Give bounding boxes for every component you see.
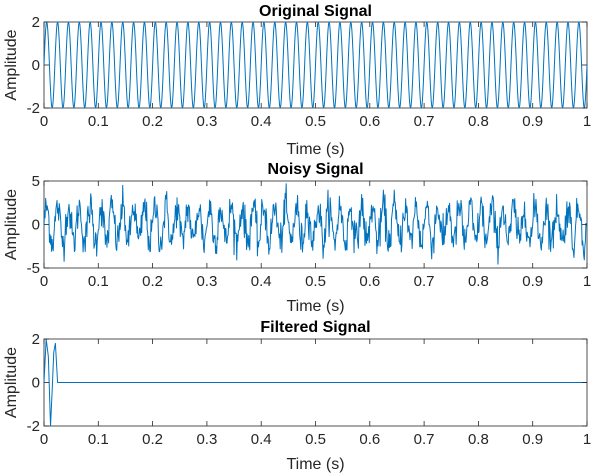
noisy-signal-x-tick-label: 1	[583, 273, 591, 290]
filtered-signal-title: Filtered Signal	[260, 319, 370, 336]
filtered-signal-y-tick-label: 0	[32, 375, 40, 392]
filtered-signal-x-tick-label: 0.1	[88, 431, 109, 448]
filtered-signal-x-tick-label: 1	[583, 431, 591, 448]
filtered-signal-x-tick-label: 0.5	[305, 431, 326, 448]
noisy-signal-x-tick-label: 0.2	[142, 273, 163, 290]
original-signal-y-tick-label: 2	[32, 14, 40, 31]
noisy-signal-title: Noisy Signal	[267, 161, 363, 178]
original-signal-x-tick-label: 0	[40, 113, 48, 130]
original-signal-x-tick-label: 0.8	[468, 113, 489, 130]
filtered-signal-x-tick-label: 0.3	[196, 431, 217, 448]
original-signal-x-tick-label: 0.6	[359, 113, 380, 130]
noisy-signal-x-tick-label: 0.3	[196, 273, 217, 290]
original-signal-x-tick-label: 0.2	[142, 113, 163, 130]
noisy-signal-x-tick-label: 0.7	[414, 273, 435, 290]
filtered-signal-xlabel: Time (s)	[286, 456, 344, 473]
filtered-signal-x-tick-label: 0.7	[414, 431, 435, 448]
filtered-signal-x-tick-label: 0.6	[359, 431, 380, 448]
noisy-signal-x-tick-label: 0.1	[88, 273, 109, 290]
filtered-signal-y-tick-label: 2	[32, 331, 40, 348]
original-signal-title: Original Signal	[259, 3, 372, 20]
noisy-signal-y-tick-label: 0	[32, 217, 40, 234]
original-signal-xlabel: Time (s)	[286, 141, 344, 158]
original-signal-x-tick-label: 0.4	[251, 113, 272, 130]
noisy-signal-xlabel: Time (s)	[286, 298, 344, 315]
noisy-signal-y-tick-label: -5	[27, 260, 40, 277]
original-signal-x-tick-label: 1	[583, 113, 591, 130]
original-signal-x-tick-label: 0.1	[88, 113, 109, 130]
noisy-signal-x-tick-label: 0.4	[251, 273, 272, 290]
noisy-signal-x-tick-label: 0.6	[359, 273, 380, 290]
original-signal-ylabel: Amplitude	[3, 29, 20, 100]
original-signal-x-tick-label: 0.3	[196, 113, 217, 130]
original-signal-y-tick-label: 0	[32, 57, 40, 74]
original-signal-panel: 0 0.1 0.2 0.3 0.4 0.5 0.6 0.7 0.8 0.9 1 -202 Origi…	[3, 3, 591, 158]
noisy-signal-x-tick-label: 0.5	[305, 273, 326, 290]
noisy-signal-panel: 0 0.1 0.2 0.3 0.4 0.5 0.6 0.7 0.8 0.9 1 -505 Noisy…	[3, 161, 591, 315]
noisy-signal-x-tick-label: 0.9	[522, 273, 543, 290]
filtered-signal-ylabel: Amplitude	[3, 347, 20, 418]
original-signal-x-tick-label: 0.7	[414, 113, 435, 130]
filtered-signal-x-tick-label: 0.8	[468, 431, 489, 448]
noisy-signal-x-tick-label: 0	[40, 273, 48, 290]
filtered-signal-x-tick-label: 0.2	[142, 431, 163, 448]
noisy-signal-line	[43, 183, 588, 265]
noisy-signal-ylabel: Amplitude	[3, 189, 20, 260]
original-signal-line	[43, 21, 588, 109]
filtered-signal-panel: 0 0.1 0.2 0.3 0.4 0.5 0.6 0.7 0.8 0.9 1 -202 Filte…	[3, 319, 591, 473]
filtered-signal-x-tick-label: 0.4	[251, 431, 272, 448]
noisy-signal-x-tick-label: 0.8	[468, 273, 489, 290]
filtered-signal-x-tick-label: 0.9	[522, 431, 543, 448]
noisy-signal-y-tick-label: 5	[32, 173, 40, 190]
original-signal-x-tick-label: 0.9	[522, 113, 543, 130]
original-signal-x-tick-label: 0.5	[305, 113, 326, 130]
filtered-signal-y-tick-label: -2	[27, 418, 40, 435]
original-signal-y-tick-label: -2	[27, 100, 40, 117]
filtered-signal-line	[43, 338, 587, 427]
filtered-signal-x-tick-label: 0	[40, 431, 48, 448]
